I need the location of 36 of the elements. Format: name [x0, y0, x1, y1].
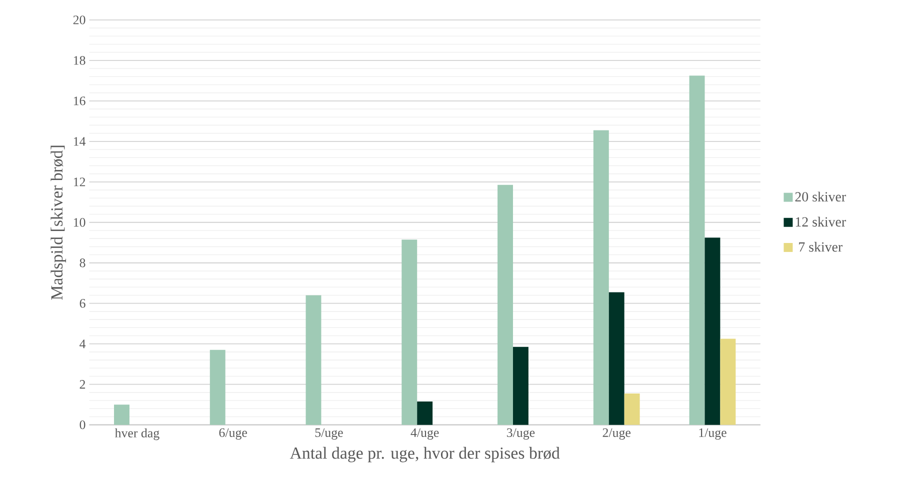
x-tick-label: 1/uge [699, 428, 726, 440]
bar [402, 240, 418, 426]
y-axis-title: Madspild [skiver brød] [50, 146, 66, 300]
bar [114, 404, 130, 426]
bar [498, 185, 513, 426]
bar [210, 350, 226, 426]
bar [608, 292, 624, 426]
y-tick-label: 14 [74, 137, 86, 146]
y-tick-label: 12 [74, 178, 86, 186]
legend-label: 20 skiver [795, 192, 846, 202]
bar [593, 130, 609, 426]
x-tick-label: 2/uge [602, 428, 630, 440]
x-tick-label: 5/uge [315, 428, 343, 440]
bar [512, 347, 528, 426]
bar [417, 402, 433, 426]
bar [704, 238, 720, 426]
bar [689, 76, 705, 426]
y-tick-label: 16 [74, 96, 86, 106]
y-tick-label: 4 [80, 340, 86, 348]
bar [624, 394, 640, 426]
y-tick-label: 8 [80, 258, 86, 268]
y-tick-label: 18 [74, 56, 86, 65]
x-tick-label: 3/uge [506, 428, 535, 440]
y-tick-label: 2 [80, 380, 86, 389]
y-tick-label: 10 [74, 218, 86, 227]
x-tick-label: 4/uge [410, 428, 439, 440]
legend-label: 7 skiver [799, 242, 842, 252]
y-tick-label: 6 [80, 299, 86, 308]
bar [720, 338, 736, 426]
y-tick-label: 20 [73, 16, 86, 24]
legend-label: 12 skiver [796, 216, 846, 227]
bar [306, 295, 322, 426]
y-tick-label: 0 [80, 420, 86, 430]
x-axis-title: Antal dage pr. uge, hvor der spises brød [290, 447, 560, 462]
x-tick-label: hver dag [114, 428, 160, 440]
x-tick-label: 6/uge [219, 428, 247, 440]
